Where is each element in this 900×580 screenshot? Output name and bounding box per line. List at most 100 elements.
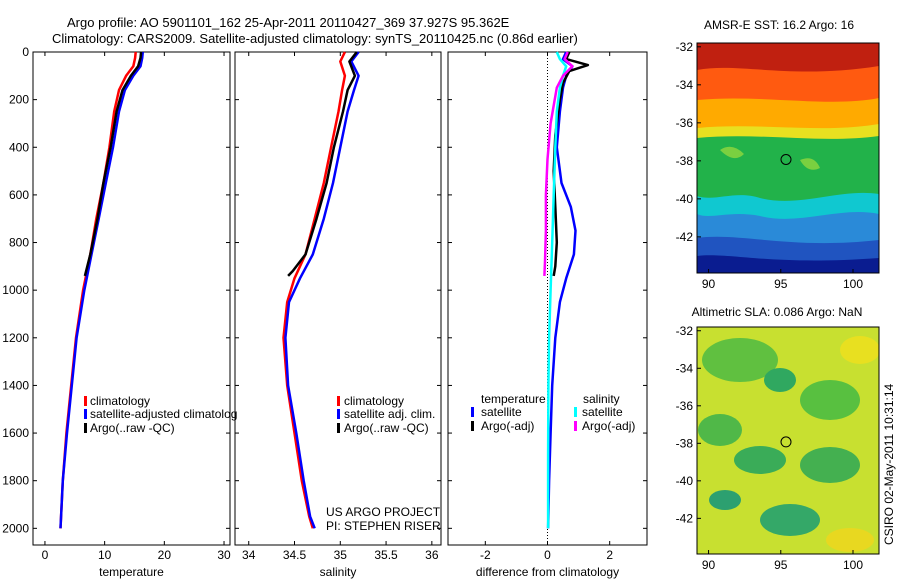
x-tick-label: 20 [158,548,172,562]
legend-label: satellite [481,405,522,419]
y-tick-label: -34 [676,361,694,375]
x-tick-label: 0 [42,548,49,562]
x-tick-label: 95 [774,558,788,572]
legend-title-salinity: salinity [583,392,620,406]
x-tick-label: 95 [774,277,788,291]
legend-title-temperature: temperature [481,392,546,406]
x-tick-label: 35.5 [374,548,398,562]
sla-blob [764,368,796,392]
legend-label: satellite-adjusted climatolog [90,407,237,421]
sst-map-title: AMSR-E SST: 16.2 Argo: 16 [704,18,854,32]
legend-label: satellite adj. clim. [344,407,435,421]
y-tick-label: 200 [9,93,29,107]
sst-patch [720,146,820,170]
legend-swatch-argo [337,423,340,433]
sla-map-frame [696,326,880,555]
sla-blob [734,446,786,474]
header-line2: Climatology: CARS2009. Satellite-adjuste… [52,31,578,46]
series-line [284,51,360,529]
side-label: CSIRO 02-May-2011 10:31:14 [882,383,896,545]
y-tick-label: -36 [676,116,694,130]
y-tick-label: -42 [676,511,694,525]
sst-band-amber [697,98,879,131]
y-tick-label: -32 [676,40,694,54]
y-tick-label: -40 [676,192,694,206]
legend-swatch-climatology [84,396,87,406]
series-line [287,51,358,277]
legend-swatch-argo [84,423,87,433]
sst-band-orange [697,66,879,103]
x-axis-label: salinity [320,565,357,579]
sst-map-axes: 90 95 100 -32 -34 -36 -38 -40 -42 [676,40,864,291]
difference-legend: temperature salinity satellite Argo(-adj… [471,392,635,433]
argo-location-marker [780,436,792,448]
x-tick-label: 100 [843,277,863,291]
x-tick-label: 35 [334,548,348,562]
x-tick-label: -2 [480,548,491,562]
sst-band-green [697,136,879,203]
sla-blob [702,338,778,382]
series-line [59,51,145,529]
y-tick-label: -38 [676,436,694,450]
y-tick-label: 0 [22,45,29,59]
x-tick-label: 36 [425,548,439,562]
header-line1: Argo profile: AO 5901101_162 25-Apr-2011… [67,15,510,30]
x-tick-label: 10 [98,548,112,562]
argo-location-marker [780,154,792,165]
plot-frame [234,51,442,546]
sla-blob [698,414,742,446]
y-tick-label: 600 [9,188,29,202]
sst-map [697,43,879,273]
legend-swatch-temp-argo [471,421,474,431]
x-tick-label: 0 [544,548,551,562]
y-tick-label: -42 [676,230,694,244]
y-tick-label: -34 [676,78,694,92]
x-tick-label: 100 [843,558,863,572]
sla-map-title: Altimetric SLA: 0.086 Argo: NaN [692,305,863,319]
y-tick-label: 1800 [2,474,29,488]
legend-label: satellite [582,405,623,419]
y-tick-label: -40 [676,474,694,488]
legend-label: climatology [90,394,150,408]
sst-band-deep [697,255,879,273]
legend-label: Argo(-adj) [582,419,635,433]
sla-blob [840,336,879,364]
legend-label: Argo(..raw -QC) [90,421,175,435]
y-tick-label: -36 [676,399,694,413]
credit-line1: US ARGO PROJECT [326,505,441,519]
credit-line2: PI: STEPHEN RISER [326,519,441,533]
y-tick-label: 1200 [2,331,29,345]
series-line [83,51,143,277]
series-line [546,51,568,529]
x-tick-label: 2 [606,548,613,562]
salinity-legend: climatology satellite adj. clim. Argo(..… [337,394,435,435]
legend-label: climatology [344,394,404,408]
legend-swatch-satellite [84,409,87,419]
y-tick-label: 2000 [2,521,29,535]
difference-panel: -2 0 2 difference from climatology [447,51,648,579]
legend-swatch-sal-argo [574,421,577,431]
legend-swatch-temp-satellite [471,407,474,417]
sla-map [697,327,879,554]
y-tick-label: 800 [9,236,29,250]
y-tick-label: 1400 [2,378,29,392]
x-axis-label: difference from climatology [476,565,619,579]
x-tick-label: 30 [217,548,231,562]
x-axis-label: temperature [99,565,164,579]
temperature-panel: 0 10 20 30 0 200 400 600 800 1000 1200 1400 1600 1800… [2,45,231,579]
series-line [543,51,574,276]
legend-label: Argo(..raw -QC) [344,421,429,435]
y-tick-label: -38 [676,154,694,168]
sla-blob [826,528,874,552]
sla-blob [800,380,860,420]
y-tick-label: 1600 [2,426,29,440]
sla-map-axes: 90 95 100 -32 -34 -36 -38 -40 -42 [676,324,864,572]
legend-swatch-climatology [337,396,340,406]
temperature-legend: climatology satellite-adjusted climatolo… [84,394,237,435]
legend-label: Argo(-adj) [481,419,534,433]
sla-blob [800,447,860,483]
sst-map-frame [696,42,880,274]
x-tick-label: 34 [242,548,256,562]
x-tick-label: 90 [702,558,716,572]
